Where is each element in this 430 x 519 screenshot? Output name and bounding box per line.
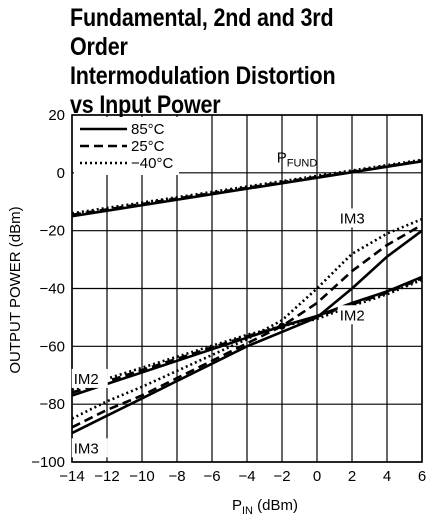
- y-tick-label: −60: [40, 338, 65, 355]
- series-line-im3: [71, 229, 423, 435]
- x-axis-label-unit: (dBm): [253, 497, 298, 514]
- annotation-label: PFUND: [277, 150, 318, 170]
- annotation-background: [71, 368, 108, 388]
- x-axis-label-sub: IN: [242, 505, 253, 517]
- legend-label: −40°C: [131, 155, 173, 172]
- legend-label: 25°C: [131, 138, 165, 155]
- plot-frame: [71, 114, 423, 463]
- annotation-label: IM2: [340, 307, 365, 324]
- y-tick-label: −40: [40, 281, 65, 298]
- chart-title-line-1: Fundamental, 2nd and 3rd Order: [70, 4, 334, 61]
- annotation-background: [71, 438, 108, 458]
- plot-border: [71, 114, 423, 463]
- y-tick-label: −100: [31, 454, 65, 471]
- annotation-label: IM3: [74, 440, 99, 457]
- chart-title-line-2: Intermodulation Distortion: [70, 62, 336, 90]
- x-tick-label: 4: [383, 468, 391, 485]
- annotation-label: IM3: [340, 210, 365, 227]
- x-tick-label: −8: [168, 468, 185, 485]
- legend-label: 85°C: [131, 121, 165, 138]
- annotation-background: [337, 305, 374, 325]
- x-tick-label: 0: [313, 468, 321, 485]
- crossing-point-marker: [278, 322, 286, 330]
- y-axis-label: OUTPUT POWER (dBm): [7, 206, 24, 373]
- y-tick-label: 0: [57, 165, 65, 182]
- x-tick-label: −4: [238, 468, 255, 485]
- x-axis-label-main: P: [232, 497, 242, 514]
- x-tick-label: −14: [59, 468, 84, 485]
- annotations: PFUND IM3 IM2 IM2 IM3: [71, 150, 374, 458]
- x-axis-label: PIN (dBm): [232, 497, 298, 517]
- series-line-pfund: [71, 159, 423, 217]
- y-tick-label: −20: [40, 223, 65, 240]
- series-line-im2: [71, 278, 423, 391]
- y-tick-label: 20: [48, 107, 65, 124]
- annotation-background: [337, 208, 374, 228]
- x-tick-label: −12: [94, 468, 119, 485]
- x-tick-label: 2: [348, 468, 356, 485]
- x-tick-label: −10: [129, 468, 154, 485]
- x-tick-label: 6: [418, 468, 426, 485]
- series-line-pfund: [71, 158, 423, 215]
- x-tick-label: −6: [203, 468, 220, 485]
- annotation-label: IM2: [74, 371, 99, 388]
- legend: 85°C25°C−40°C: [74, 117, 179, 175]
- series-lines: [71, 158, 423, 435]
- x-tick-label: −2: [273, 468, 290, 485]
- series-line-im3: [71, 223, 423, 429]
- y-tick-label: −80: [40, 396, 65, 413]
